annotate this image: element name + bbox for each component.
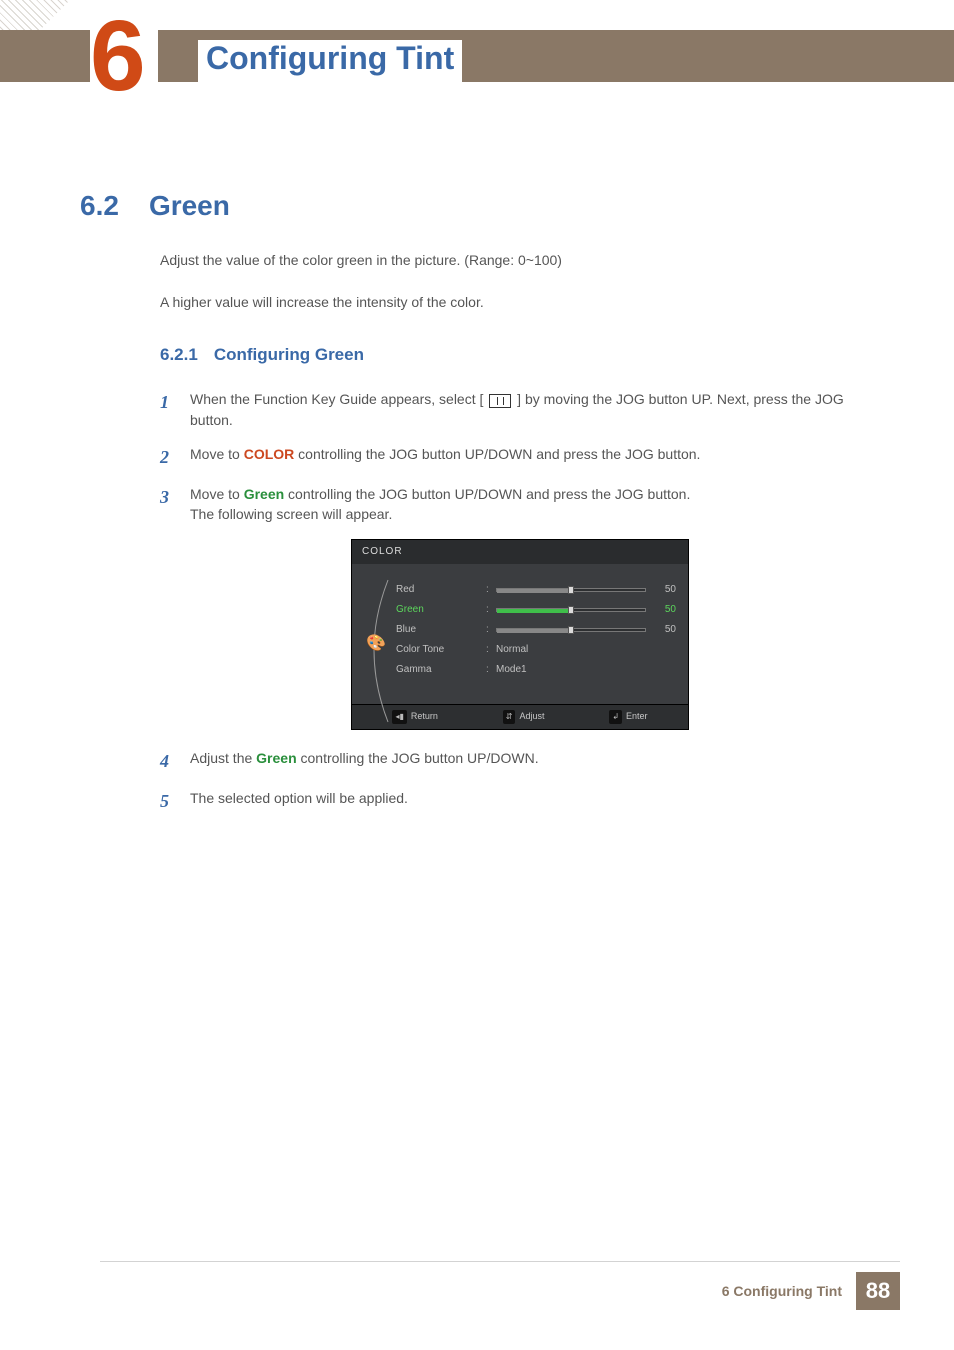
- menu-icon: [489, 394, 511, 408]
- page-footer: 6 Configuring Tint 88: [100, 1261, 900, 1310]
- step-text: Move to COLOR controlling the JOG button…: [190, 444, 880, 470]
- step-text: The selected option will be applied.: [190, 788, 880, 814]
- return-icon: ◂▮: [392, 710, 406, 724]
- keyword-green: Green: [256, 750, 296, 766]
- osd-return: ◂▮Return: [392, 710, 437, 724]
- osd-item-label: Blue: [396, 623, 486, 638]
- step-5: 5 The selected option will be applied.: [160, 788, 880, 814]
- osd-colon: :: [486, 583, 496, 598]
- osd-title: COLOR: [352, 540, 688, 565]
- osd-row: Red: 50: [396, 580, 676, 600]
- body-area: Adjust the value of the color green in t…: [160, 250, 880, 828]
- step-2: 2 Move to COLOR controlling the JOG butt…: [160, 444, 880, 470]
- osd-item-value: 50: [646, 623, 676, 638]
- section-heading: 6.2 Green: [80, 190, 230, 222]
- osd-body: 🎨 Red:50Green:50Blue:50Color Tone:Normal…: [352, 564, 688, 704]
- step-1: 1 When the Function Key Guide appears, s…: [160, 389, 880, 430]
- osd-slider: [496, 606, 646, 614]
- intro-p2: A higher value will increase the intensi…: [160, 292, 880, 312]
- step-text: When the Function Key Guide appears, sel…: [190, 389, 880, 430]
- step-number: 5: [160, 788, 190, 814]
- keyword-green: Green: [244, 486, 284, 502]
- osd-colon: :: [486, 643, 496, 658]
- osd-item-value: Normal: [496, 643, 676, 658]
- osd-colon: :: [486, 663, 496, 678]
- osd-slider: [496, 626, 646, 634]
- osd-row: Blue: 50: [396, 620, 676, 640]
- osd-row: Green: 50: [396, 600, 676, 620]
- osd-adjust: ⇵Adjust: [503, 710, 545, 724]
- chapter-title: Configuring Tint: [198, 40, 462, 83]
- adjust-icon: ⇵: [503, 710, 516, 724]
- osd-item-value: 50: [646, 583, 676, 598]
- osd-row: Gamma:Mode1: [396, 660, 676, 680]
- subsection-heading: 6.2.1 Configuring Green: [160, 343, 880, 368]
- step-3: 3 Move to Green controlling the JOG butt…: [160, 484, 880, 525]
- osd-items: Red:50Green:50Blue:50Color Tone:NormalGa…: [396, 580, 676, 682]
- section-title: Green: [149, 190, 230, 221]
- keyword-color: COLOR: [244, 446, 295, 462]
- osd-side-curve: 🎨: [360, 580, 396, 682]
- step-number: 3: [160, 484, 190, 525]
- osd-colon: :: [486, 603, 496, 618]
- step-number: 1: [160, 389, 190, 430]
- osd-footer: ◂▮Return ⇵Adjust ↲Enter: [352, 704, 688, 729]
- step-number: 2: [160, 444, 190, 470]
- osd-enter: ↲Enter: [609, 710, 647, 724]
- step-text: Adjust the Green controlling the JOG but…: [190, 748, 880, 774]
- chapter-number: 6: [90, 6, 158, 106]
- footer-text: 6 Configuring Tint: [722, 1283, 842, 1299]
- footer-page: 88: [856, 1272, 900, 1310]
- osd-colon: :: [486, 623, 496, 638]
- subsection-number: 6.2.1: [160, 345, 198, 364]
- step-4: 4 Adjust the Green controlling the JOG b…: [160, 748, 880, 774]
- osd-row: Color Tone:Normal: [396, 640, 676, 660]
- subsection-title: Configuring Green: [214, 345, 364, 364]
- osd-item-label: Red: [396, 583, 486, 598]
- osd-item-label: Color Tone: [396, 643, 486, 658]
- osd-item-value: 50: [646, 603, 676, 618]
- osd-item-value: Mode1: [496, 663, 676, 678]
- intro-p1: Adjust the value of the color green in t…: [160, 250, 880, 270]
- step-text: Move to Green controlling the JOG button…: [190, 484, 880, 525]
- steps-list-2: 4 Adjust the Green controlling the JOG b…: [160, 748, 880, 814]
- section-number: 6.2: [80, 190, 119, 221]
- step-number: 4: [160, 748, 190, 774]
- chapter-number-block: 6: [90, 6, 158, 106]
- enter-icon: ↲: [609, 710, 622, 724]
- steps-list: 1 When the Function Key Guide appears, s…: [160, 389, 880, 524]
- osd-menu: COLOR 🎨 Red: 50 Green: 50 Blue: 50 Color Tone:…: [351, 539, 689, 730]
- osd-item-label: Green: [396, 603, 486, 618]
- osd-item-label: Gamma: [396, 663, 486, 678]
- osd-slider: [496, 586, 646, 594]
- palette-icon: 🎨: [366, 632, 386, 655]
